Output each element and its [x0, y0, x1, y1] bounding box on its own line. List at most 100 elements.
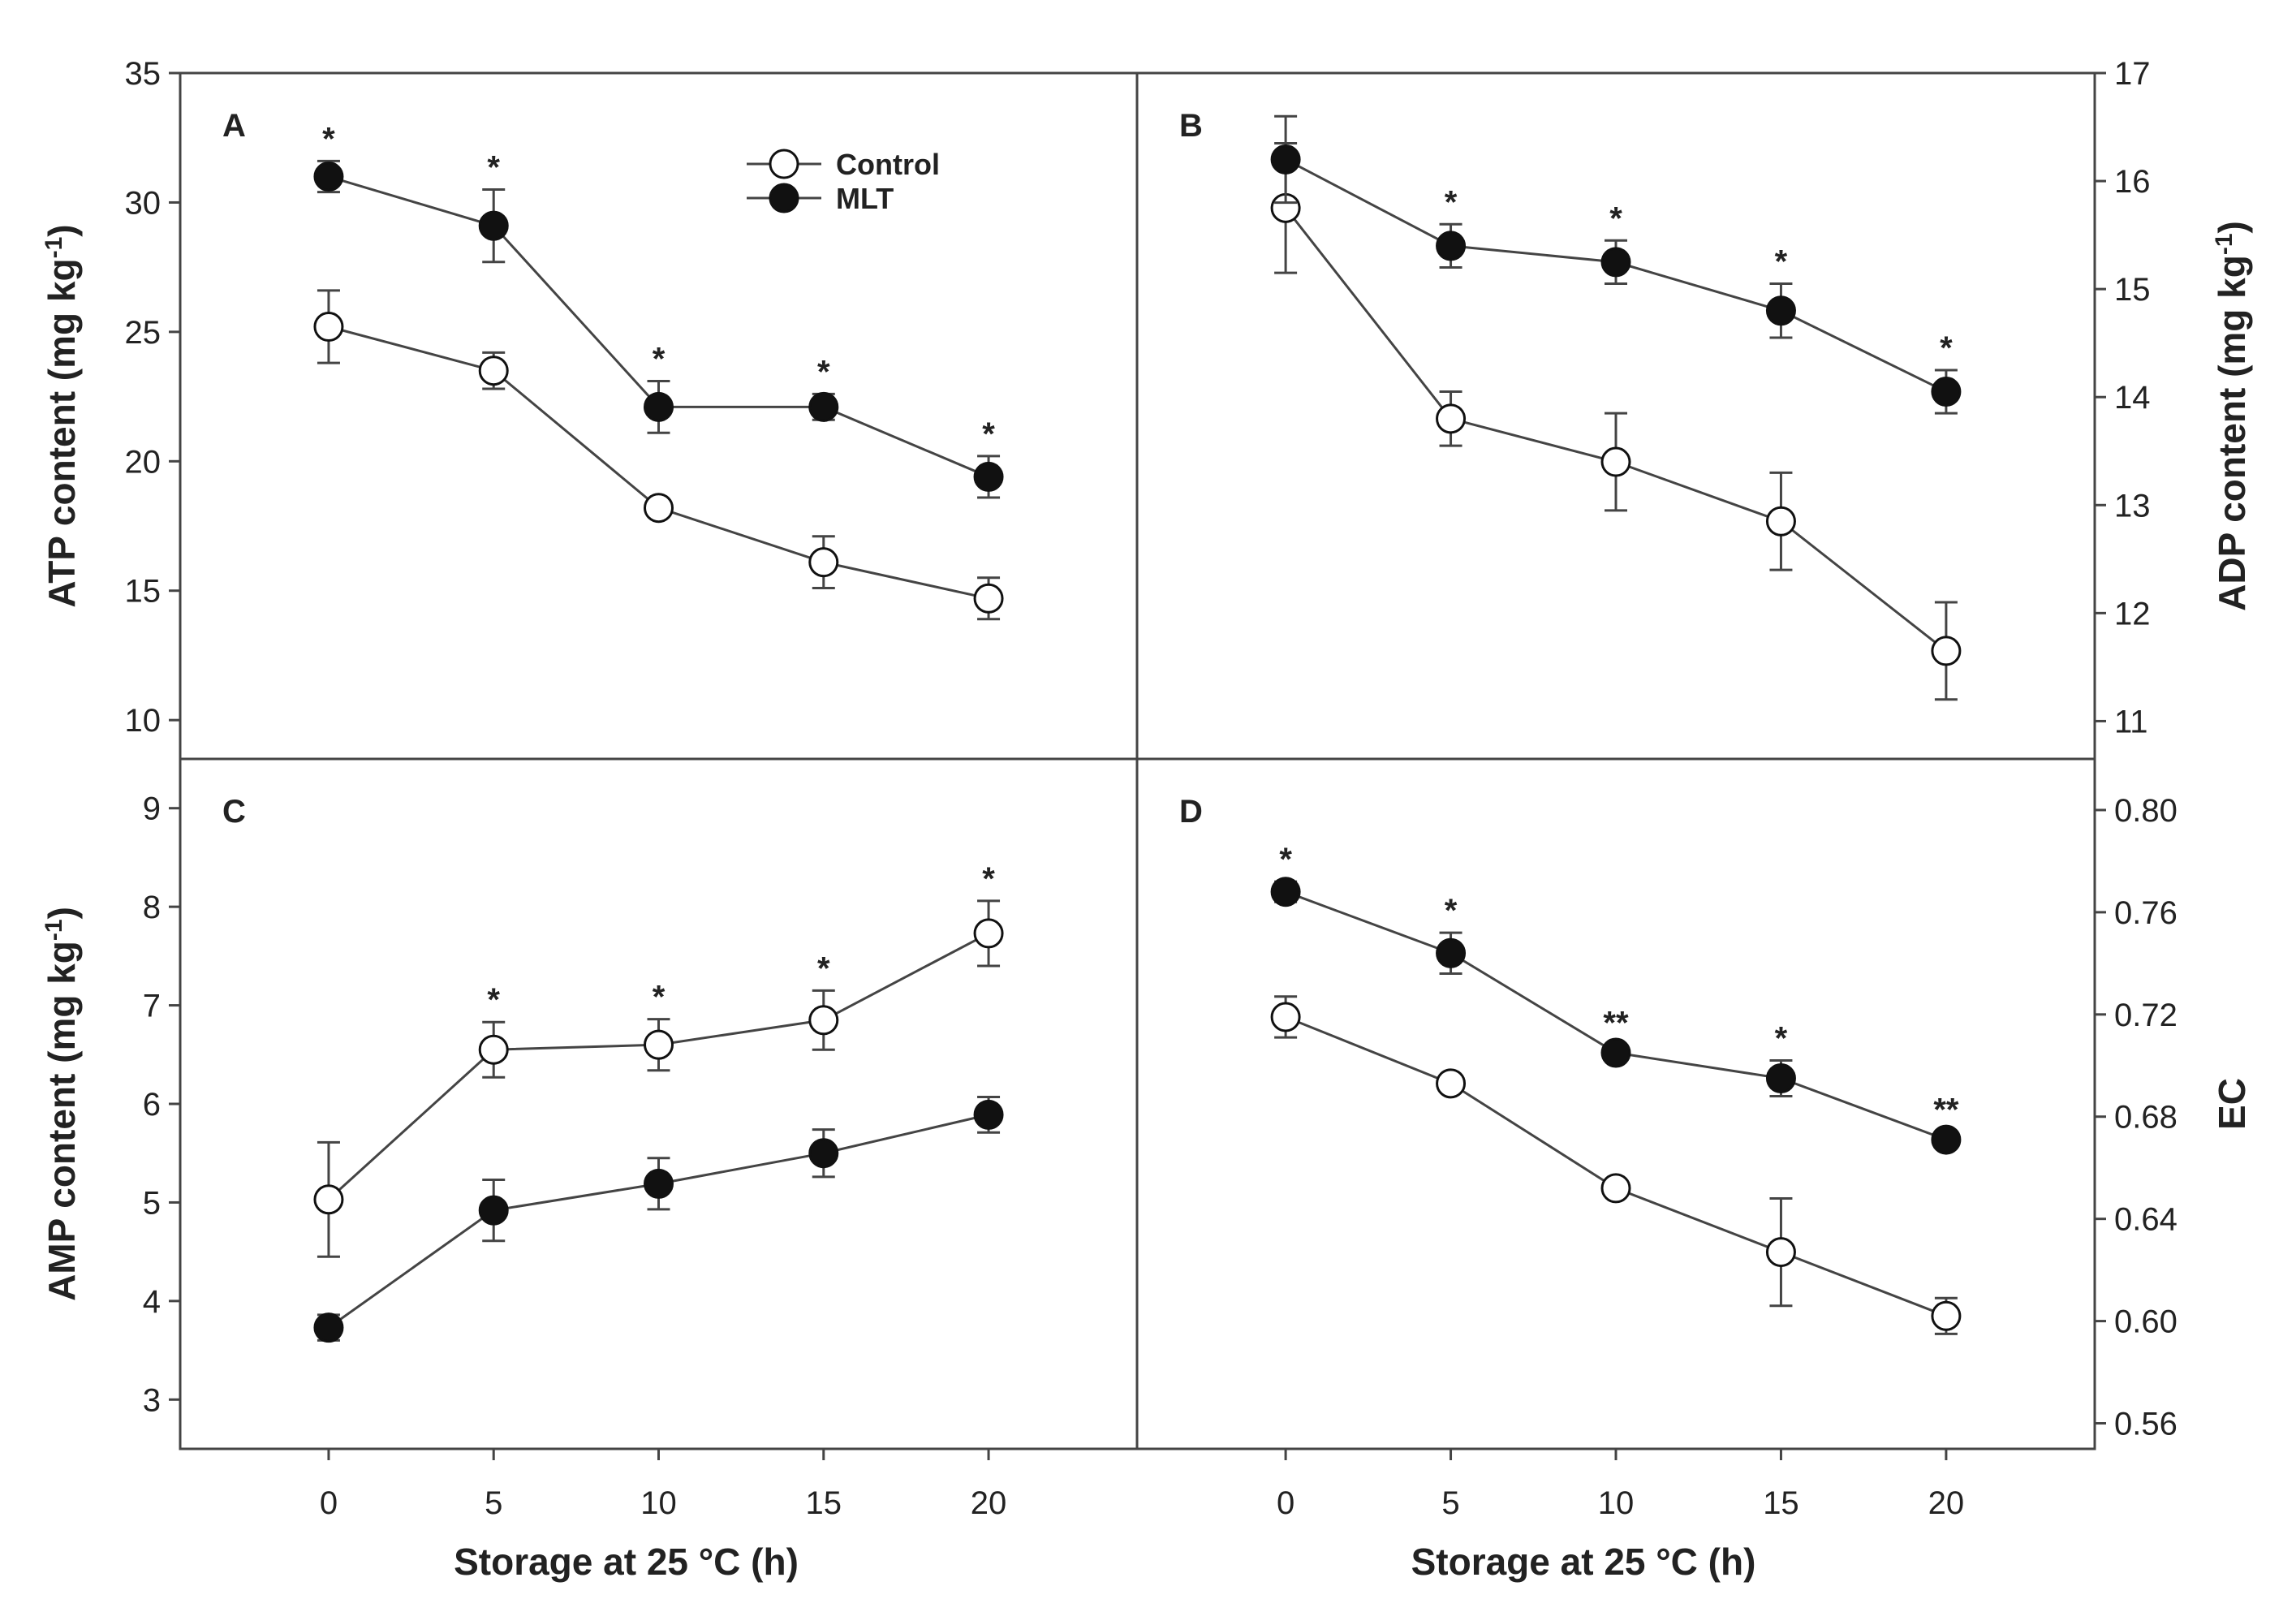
legend-label: Control [836, 148, 940, 181]
data-point-mlt [1270, 877, 1301, 907]
y-axis-label-main: ATP content (mg kg [41, 258, 83, 607]
data-point-mlt [1600, 247, 1631, 278]
data-point-control [1600, 1173, 1631, 1204]
significance-marker: * [1445, 184, 1458, 220]
y-tick-label: 0.80 [2114, 793, 2178, 829]
data-point-mlt [1436, 231, 1467, 261]
y-tick-label: 0.64 [2114, 1202, 2178, 1238]
y-tick-label: 9 [143, 791, 161, 827]
data-point-control [1270, 1002, 1301, 1032]
y-tick-label: 15 [2114, 272, 2151, 308]
y-tick-label: 12 [2114, 596, 2151, 631]
panel-c: 3 4 5 6 7 8 9 AMP content (mg kg-1) 0 5 10 15 20 Stor… [41, 757, 1139, 1583]
x-tick-label: 5 [1441, 1485, 1459, 1521]
significance-marker: * [653, 341, 666, 377]
significance-marker: * [1279, 842, 1292, 877]
data-point-mlt [808, 391, 839, 422]
data-point-mlt [1765, 1063, 1796, 1094]
significance-marker: * [1775, 1020, 1788, 1056]
panel-b: 11 12 13 14 15 16 17 ADP content (mg kg-1) B * * * * [1135, 56, 2253, 761]
y-axis-label-main: EC [2211, 1078, 2253, 1130]
significance-marker: * [817, 950, 830, 986]
x-tick-label: 20 [971, 1485, 1007, 1521]
data-point-control [1931, 1300, 1962, 1331]
data-point-control [478, 1034, 509, 1065]
series-line-mlt [328, 1113, 989, 1329]
data-point-control [808, 547, 839, 578]
significance-marker: * [653, 980, 666, 1015]
y-tick-label: 30 [125, 185, 162, 221]
data-point-control [973, 918, 1004, 949]
y-tick-label: 13 [2114, 488, 2151, 524]
y-tick-label: 3 [143, 1382, 161, 1418]
data-point-mlt [1270, 144, 1301, 175]
y-axis-label-superscript: -1 [41, 237, 67, 259]
significance-marker: * [322, 121, 335, 157]
y-axis-label-close: ) [41, 907, 83, 919]
panel-letter: A [222, 108, 246, 144]
significance-marker: * [1775, 244, 1788, 279]
significance-marker: ** [1603, 1006, 1629, 1041]
y-tick-label: 4 [143, 1284, 161, 1320]
data-point-mlt [644, 1168, 674, 1199]
y-tick-label: 14 [2114, 380, 2151, 416]
x-tick-label: 10 [640, 1485, 677, 1521]
data-point-mlt [313, 1312, 344, 1343]
y-tick-label: 0.56 [2114, 1407, 2178, 1442]
data-point-control [1931, 636, 1962, 666]
x-tick-label: 15 [1763, 1485, 1799, 1521]
y-tick-label: 7 [143, 989, 161, 1024]
data-point-control [1600, 446, 1631, 477]
x-axis-label: Storage at 25 °C (h) [1411, 1541, 1756, 1583]
significance-marker: * [1609, 200, 1622, 236]
y-tick-label: 0.76 [2114, 895, 2178, 931]
x-tick-label: 0 [320, 1485, 338, 1521]
data-point-mlt [1436, 937, 1467, 968]
data-point-control [644, 493, 674, 524]
y-axis-label-main: AMP content (mg kg [41, 941, 83, 1301]
x-tick-label: 0 [1277, 1485, 1294, 1521]
data-point-mlt [478, 210, 509, 241]
data-point-mlt [1931, 1124, 1962, 1155]
y-tick-label: 10 [125, 703, 162, 739]
x-tick-label: 5 [485, 1485, 502, 1521]
significance-marker: * [1940, 330, 1953, 366]
y-tick-label: 0.60 [2114, 1304, 2178, 1340]
significance-marker: ** [1933, 1093, 1959, 1128]
x-tick-label: 10 [1598, 1485, 1635, 1521]
y-axis-label-close: ) [41, 224, 83, 236]
data-point-control [478, 356, 509, 386]
y-axis-label: EC [2211, 1078, 2253, 1130]
legend-label: MLT [836, 182, 894, 215]
panel-a: 10 15 20 25 30 35 ATP content (mg kg-1) A * * * * * [41, 56, 1139, 761]
y-tick-label: 5 [143, 1185, 161, 1221]
y-tick-label: 17 [2114, 56, 2151, 92]
y-tick-label: 8 [143, 890, 161, 925]
y-tick-label: 15 [125, 574, 162, 610]
x-axis-label: Storage at 25 °C (h) [454, 1541, 799, 1583]
panel-letter: B [1179, 108, 1203, 144]
data-point-control [808, 1005, 839, 1036]
panel-letter: C [222, 794, 246, 830]
data-point-control [313, 1184, 344, 1215]
significance-marker: * [982, 416, 995, 452]
x-tick-label: 15 [806, 1485, 842, 1521]
significance-marker: * [487, 982, 500, 1018]
significance-marker: * [982, 861, 995, 897]
data-point-mlt [973, 461, 1004, 492]
y-axis-label-superscript: -1 [41, 919, 67, 941]
data-point-mlt [808, 1138, 839, 1169]
panel-letter: D [1179, 794, 1203, 830]
data-point-mlt [973, 1099, 1004, 1130]
y-axis-label: ADP content (mg kg-1) [2211, 221, 2253, 611]
data-point-control [313, 311, 344, 342]
data-point-mlt [1765, 295, 1796, 326]
y-axis-label-close: ) [2211, 221, 2253, 233]
y-tick-label: 0.68 [2114, 1100, 2178, 1136]
data-point-control [644, 1029, 674, 1060]
x-tick-label: 20 [1928, 1485, 1965, 1521]
data-point-control [1436, 403, 1467, 434]
data-point-mlt [1931, 377, 1962, 407]
